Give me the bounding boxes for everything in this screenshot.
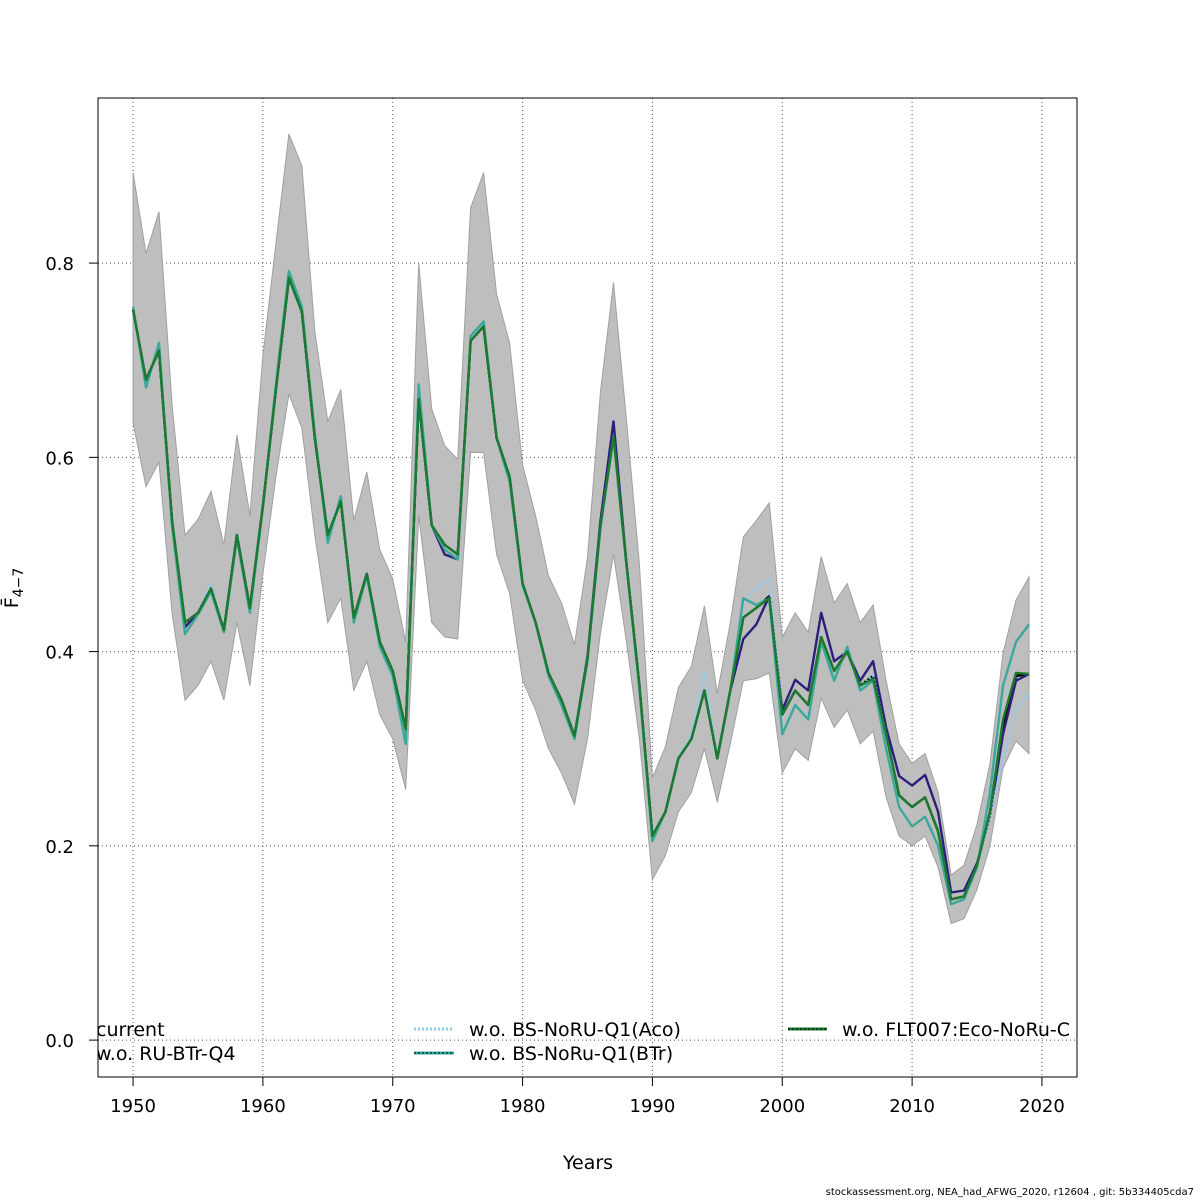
- y-axis-title-subscript: 4−7: [11, 568, 27, 598]
- x-tick-label: 2000: [759, 1096, 805, 1117]
- legend-item: w.o. FLT007:Eco-NoRu-C: [788, 1019, 1070, 1041]
- confidence-band: [132, 133, 1030, 925]
- x-tick-label: 1980: [500, 1096, 546, 1117]
- x-tick-label: 1990: [630, 1096, 676, 1117]
- legend-label: w.o. FLT007:Eco-NoRu-C: [842, 1019, 1070, 1041]
- svg-text:F̄4−7: F̄4−7: [0, 568, 27, 608]
- x-tick-label: 1970: [370, 1096, 416, 1117]
- legend-item: w.o. RU-BTr-Q4: [96, 1043, 236, 1065]
- x-tick-label: 1950: [110, 1096, 156, 1117]
- x-tick-label: 2020: [1019, 1096, 1065, 1117]
- axes: 1950 1960 1970 1980 1990 2000 2010 2020 0.0 0.2 0.…: [45, 254, 1064, 1117]
- y-tick-label: 0.6: [45, 448, 74, 469]
- x-tick-label: 1960: [240, 1096, 286, 1117]
- y-tick-label: 0.8: [45, 254, 74, 275]
- plot-frame: [97, 97, 1078, 1078]
- legend-label: current: [96, 1019, 165, 1041]
- y-axis-title: F̄4−7: [0, 568, 27, 608]
- y-tick-label: 0.0: [45, 1031, 74, 1052]
- legend-item: w.o. BS-NoRU-Q1(Aco): [414, 1019, 681, 1041]
- x-tick-label: 2010: [889, 1096, 935, 1117]
- series-line-4: [131, 276, 1030, 901]
- legend-item: current: [96, 1019, 165, 1041]
- y-tick-label: 0.2: [45, 837, 74, 858]
- x-axis-title: Years: [562, 1152, 613, 1174]
- legend-label: w.o. BS-NoRU-Q1(Aco): [469, 1019, 681, 1041]
- y-axis-title-main: F̄: [0, 597, 23, 608]
- legend-item: w.o. BS-NoRu-Q1(BTr): [414, 1043, 673, 1065]
- legend-label: w.o. RU-BTr-Q4: [96, 1043, 236, 1065]
- y-tick-label: 0.4: [45, 643, 74, 664]
- legend-label: w.o. BS-NoRu-Q1(BTr): [469, 1043, 673, 1065]
- series-layer: [131, 269, 1030, 906]
- footer-credit: stockassessment.org, NEA_had_AFWG_2020, …: [825, 1187, 1194, 1198]
- confidence-band-layer: [132, 133, 1030, 925]
